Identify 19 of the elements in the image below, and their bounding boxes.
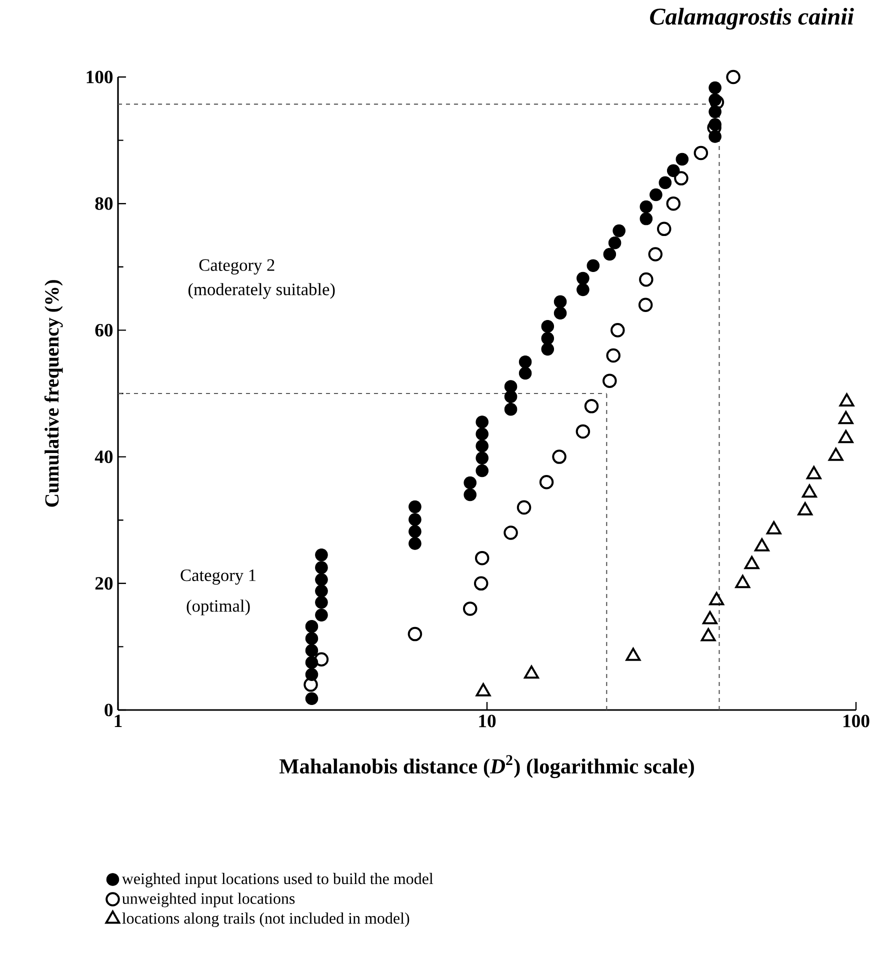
chart-title: Calamagrostis cainii [650, 8, 854, 30]
x-axis-title: Mahalanobis distance (D$^{2}$) (logarithmic scale) [279, 755, 694, 778]
y-tick-label: 40 [94, 450, 113, 464]
y-axis-title: Cumulative frequency (%) [44, 280, 63, 507]
annotation: Category 1 [180, 569, 256, 585]
legend-label: locations along trails (not included in model) [122, 912, 410, 928]
y-tick-label: 100 [86, 70, 113, 84]
annotation: Category 2 [199, 259, 274, 275]
legend-label: unweighted input locations [122, 892, 295, 908]
x-tick-label: 100 [844, 714, 870, 728]
x-tick-label: 1 [114, 714, 122, 728]
y-tick-label: 60 [95, 324, 113, 336]
legend-label: weighted input locations used to build the model [122, 872, 434, 888]
annotation: (moderately suitable) [188, 283, 335, 299]
x-tick-label: 10 [479, 714, 496, 728]
annotation: (optimal) [186, 600, 250, 616]
y-tick-label: 20 [95, 577, 113, 590]
y-tick-label: 0 [104, 704, 113, 716]
y-tick-label: 80 [95, 197, 113, 210]
